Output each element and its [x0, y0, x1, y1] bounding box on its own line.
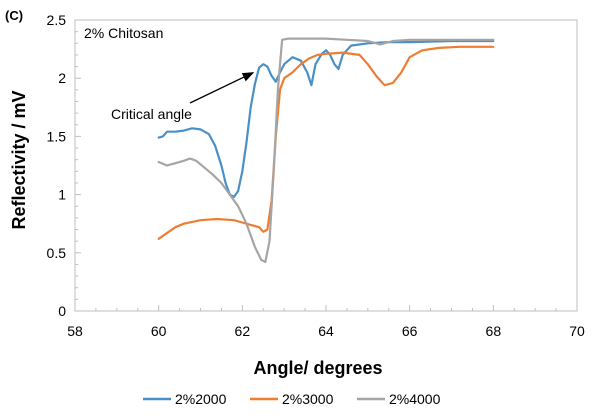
- y-tick-label: 2.5: [47, 12, 67, 28]
- x-tick-label: 70: [569, 323, 585, 339]
- series-line-2%4000: [157, 37, 495, 264]
- y-tick-label: 1: [58, 187, 66, 203]
- y-axis-title: Reflectivity / mV: [9, 90, 29, 229]
- y-tick-label: 0.5: [47, 245, 67, 261]
- y-tick-label: 1.5: [47, 128, 67, 144]
- series-layer: [157, 37, 495, 264]
- panel-label: (C): [5, 8, 23, 23]
- inset-label: 2% Chitosan: [84, 25, 163, 41]
- legend-label: 2%3000: [282, 391, 334, 407]
- y-tick-label: 2: [58, 70, 66, 86]
- series-line-2%3000: [157, 45, 495, 240]
- x-axis-title: Angle/ degrees: [253, 358, 382, 378]
- y-axis-ticks: 0 0.5 1 1.5 2 2.5: [47, 12, 81, 319]
- x-axis-ticks: 58 60 62 64 66 68 70: [67, 305, 585, 339]
- annotation-text: Critical angle: [111, 106, 192, 122]
- x-tick-label: 64: [318, 323, 334, 339]
- legend-label: 2%2000: [175, 391, 227, 407]
- annotation-arrow: [189, 72, 255, 104]
- x-tick-label: 62: [235, 323, 251, 339]
- legend-label: 2%4000: [389, 391, 441, 407]
- x-tick-label: 68: [486, 323, 502, 339]
- x-tick-label: 60: [151, 323, 167, 339]
- x-tick-label: 58: [67, 323, 83, 339]
- x-tick-label: 66: [402, 323, 418, 339]
- series-line-2%2000: [157, 39, 495, 198]
- legend: 2%2000 2%3000 2%4000: [143, 391, 441, 407]
- y-tick-label: 0: [58, 303, 66, 319]
